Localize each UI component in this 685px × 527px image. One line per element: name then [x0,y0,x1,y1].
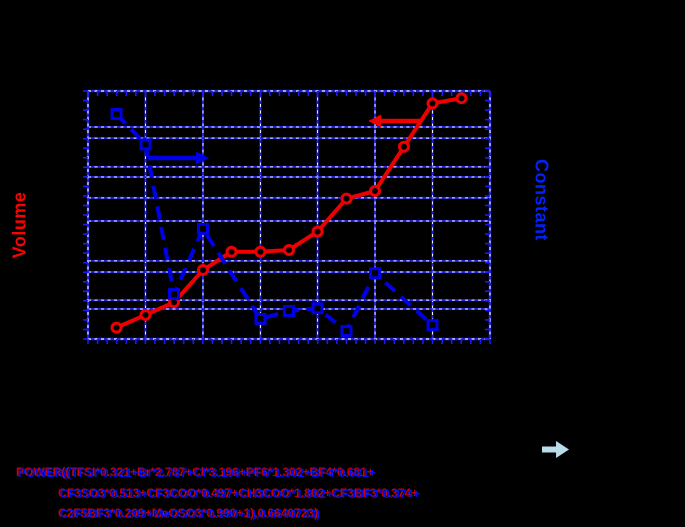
right-block-arrow-icon [542,441,569,458]
formula-line-3: C2F5BF3*0.209+MeOSO3*0.990+1),0.6640723) [60,507,321,521]
chart-plot-area [83,89,492,344]
right-axis-label: Constant [531,159,552,241]
formula-line-2: CF3SO3*0.513+CF3COO*0.497+CH3COO*1.802+C… [60,486,421,501]
left-axis-label: Volume [9,191,30,259]
formula-block: POWER((TFSI*0.321+Br*2.787+Cl*3.196+PF6*… [18,463,488,525]
formula-line-1: POWER((TFSI*0.321+Br*2.787+Cl*3.196+PF6*… [18,466,376,480]
